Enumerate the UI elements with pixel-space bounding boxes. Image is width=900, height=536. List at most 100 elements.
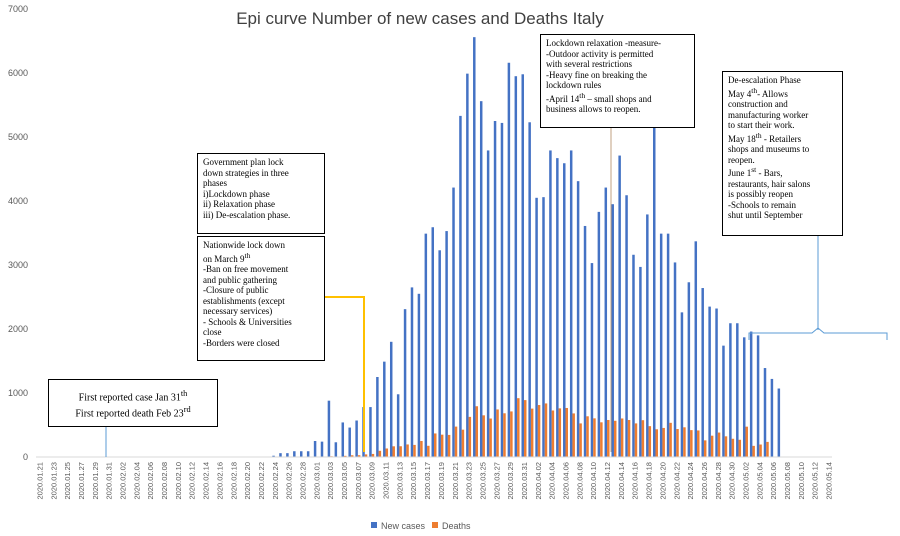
bar-new-cases [576,181,580,457]
x-tick-label: 2020.02.24 [271,462,280,500]
bar-deaths [447,434,451,457]
x-tick-label: 2020.04.24 [686,462,695,500]
bar-new-cases [646,214,649,457]
x-tick-label: 2020.04.22 [672,462,681,500]
bar-new-cases [590,263,594,457]
bar-deaths [717,432,721,457]
bar-deaths [482,415,485,457]
x-axis: 2020.01.21 2020.01.23 2020.01.25 2020.01.27… [35,456,834,500]
bar-deaths [371,453,375,457]
x-tick-label: 2020.03.15 [409,462,418,500]
x-tick-label: 2020.03.07 [354,462,363,500]
x-tick-label: 2020.02.02 [119,462,128,500]
x-tick-label: 2020.03.19 [437,462,446,500]
bar-deaths [683,427,686,457]
x-tick-label: 2020.01.25 [63,462,72,500]
bar-deaths [655,429,658,457]
x-tick-label: 2020.02.26 [285,462,294,500]
x-tick-label: 2020.05.14 [825,462,834,500]
x-tick-label: 2020.03.17 [423,462,432,500]
bar-deaths [378,450,382,457]
bar-new-cases [341,422,345,457]
nationwide-lockdown-annotation: Nationwide lock down on March 9th -Ban o… [197,236,325,361]
bar-new-cases [313,441,317,457]
x-tick-label: 2020.05.02 [741,462,750,500]
y-tick-label: 4000 [8,196,28,206]
bar-deaths [697,430,700,457]
bar-new-cases [763,368,767,457]
legend-swatch-new-cases [371,522,377,528]
bar-new-cases [272,455,275,457]
bar-deaths [724,436,728,457]
x-tick-label: 2020.02.28 [298,462,307,500]
legend-label-new-cases: New cases [381,521,426,531]
bar-new-cases [403,309,407,457]
x-tick-label: 2020.03.21 [451,462,460,500]
bar-new-cases [563,163,566,458]
bar-new-cases [632,254,635,457]
bar-new-cases [299,451,303,457]
bar-new-cases [659,233,663,457]
bar-new-cases [770,378,774,457]
x-tick-label: 2020.03.05 [340,462,349,500]
bar-deaths [517,398,520,457]
bar-new-cases [383,361,386,457]
bar-deaths [454,426,458,457]
x-tick-label: 2020.04.14 [617,462,626,500]
bar-deaths [731,438,735,457]
government-plan-annotation: Government plan lock down strategies in … [197,153,325,234]
y-tick-label: 7000 [8,4,28,14]
x-tick-label: 2020.04.20 [658,462,667,500]
bar-deaths [759,444,762,457]
bar-deaths [565,407,569,457]
bar-new-cases [286,453,289,457]
bar-new-cases [653,122,656,458]
bar-deaths [344,455,347,457]
bar-deaths [551,410,555,457]
bar-deaths [544,403,548,457]
lockdown-relaxation-annotation: Lockdown relaxation -measure- -Outdoor a… [540,34,695,128]
bar-deaths [641,420,645,457]
bar-new-cases [666,233,670,457]
bar-new-cases [729,323,732,457]
bar-new-cases [466,73,469,457]
bar-deaths [503,413,506,457]
bar-new-cases [507,62,511,457]
bar-new-cases [749,331,753,457]
x-tick-label: 2020.01.21 [35,462,44,500]
x-tick-label: 2020.03.27 [492,462,501,500]
bar-deaths [620,418,624,457]
y-tick-label: 2000 [8,324,28,334]
bar-deaths [662,427,665,457]
bar-deaths [468,416,472,457]
x-tick-label: 2020.02.16 [215,462,224,500]
bar-deaths [752,445,755,457]
lockdown-connector [323,296,365,452]
bar-deaths [440,434,444,457]
bar-new-cases [500,122,504,458]
bar-new-cases [431,227,434,457]
bar-deaths [607,420,610,457]
bar-new-cases [396,394,400,457]
bar-deaths [745,426,748,457]
bar-deaths [627,420,631,457]
bar-deaths [530,408,534,457]
x-tick-label: 2020.02.20 [243,462,252,500]
bar-new-cases [542,197,545,457]
bar-new-cases [680,312,684,457]
x-tick-label: 2020.03.03 [326,462,335,500]
bar-new-cases [715,308,718,457]
x-tick-label: 2020.03.11 [382,462,391,499]
bar-new-cases [293,451,296,457]
bar-new-cases [473,37,476,457]
y-tick-label: 5000 [8,132,28,142]
bar-deaths [357,455,361,457]
x-tick-label: 2020.02.08 [160,462,169,500]
x-tick-label: 2020.02.12 [188,462,197,500]
bar-new-cases [742,337,746,457]
bar-new-cases [424,233,428,457]
bar-deaths [385,448,389,457]
bar-new-cases [535,197,538,458]
bar-deaths [766,441,769,457]
